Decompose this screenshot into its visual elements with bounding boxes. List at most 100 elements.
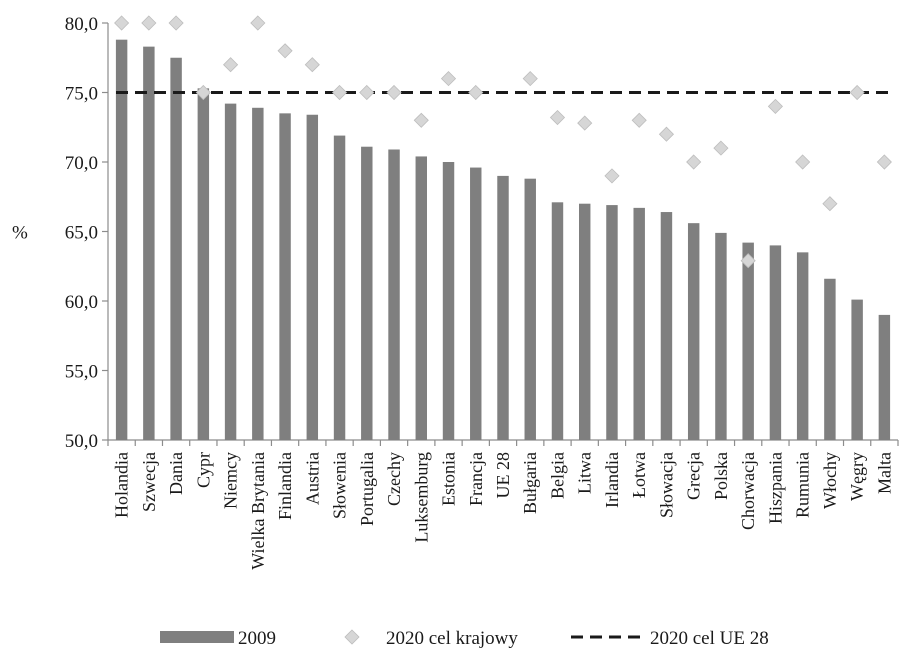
target-marker — [304, 57, 320, 73]
bar — [524, 178, 536, 440]
y-tick-label: 80,0 — [65, 14, 98, 35]
target-marker — [277, 43, 293, 59]
legend-swatch-target — [344, 629, 360, 645]
x-tick-label: Finlandia — [275, 452, 295, 520]
y-tick-label: 50,0 — [65, 431, 98, 452]
target-marker — [114, 15, 130, 31]
bar — [361, 146, 373, 440]
x-tick-label: Irlandia — [602, 452, 622, 508]
bar — [197, 88, 210, 440]
target-marker — [604, 168, 620, 184]
target-marker — [359, 84, 375, 101]
bar — [170, 57, 182, 440]
target-marker — [849, 84, 865, 101]
bar — [633, 207, 645, 440]
x-tick-label: Rumunia — [793, 452, 813, 518]
x-tick-label: Czechy — [384, 452, 404, 506]
bar — [252, 107, 264, 440]
target-marker — [195, 84, 211, 101]
target-marker — [331, 84, 348, 101]
x-tick-label: Holandia — [112, 452, 132, 518]
target-marker — [767, 98, 783, 114]
y-tick-label: 75,0 — [65, 84, 98, 105]
x-tick-label: Belgia — [547, 452, 567, 499]
legend-label: 2009 — [238, 628, 276, 649]
x-tick-label: Portugalia — [357, 452, 377, 526]
x-tick-label: Austria — [302, 452, 322, 505]
target-marker — [250, 15, 266, 31]
target-marker — [440, 71, 457, 87]
bar — [388, 149, 400, 441]
marker-series — [114, 15, 892, 269]
x-tick-label: Polska — [711, 452, 731, 500]
bar — [824, 278, 836, 440]
y-axis-unit-label: % — [12, 223, 28, 244]
x-tick-label: Węgry — [847, 452, 867, 501]
legend-label: 2020 cel krajowy — [386, 628, 518, 649]
x-tick-label: Estonia — [439, 452, 459, 506]
bar — [715, 232, 727, 440]
x-tick-label: Grecja — [684, 452, 704, 500]
x-tick-label: Włochy — [820, 452, 840, 509]
target-marker — [386, 84, 402, 101]
bar — [306, 114, 319, 441]
target-marker — [468, 84, 484, 101]
x-tick-label: Cypr — [193, 452, 213, 488]
x-tick-label: Luksemburg — [411, 452, 431, 543]
x-tick-label: Słowenia — [330, 452, 350, 519]
legend-label: 2020 cel UE 28 — [650, 628, 769, 649]
axes — [102, 22, 899, 446]
target-marker — [795, 154, 811, 170]
target-marker — [223, 57, 239, 73]
bar — [115, 39, 128, 441]
legend: 2009 2020 cel krajowy 2020 cel UE 28 — [160, 628, 769, 649]
x-tick-label: Szwecja — [139, 452, 159, 512]
bar — [279, 113, 291, 440]
bar — [687, 223, 700, 440]
bar — [470, 167, 482, 440]
bar — [769, 245, 782, 440]
bar — [606, 205, 618, 440]
x-tick-label: Dania — [166, 452, 186, 495]
target-marker — [413, 112, 429, 128]
bar — [143, 46, 155, 440]
x-tick-labels: Holandia Szwecja Dania Cypr Niemcy Wielka Bry… — [112, 452, 895, 570]
x-tick-label: Francja — [466, 452, 486, 506]
target-marker — [631, 112, 647, 128]
x-tick-label: Chorwacja — [738, 452, 758, 530]
bar — [796, 252, 809, 440]
y-tick-label: 70,0 — [65, 153, 98, 174]
x-tick-label: Słowacja — [656, 452, 676, 518]
x-tick-label: Malta — [874, 452, 894, 494]
x-tick-label: Hiszpania — [765, 452, 785, 524]
x-tick-label: Łotwa — [629, 452, 649, 498]
bar — [742, 242, 754, 440]
bar — [497, 175, 509, 440]
x-tick-label: Litwa — [575, 452, 595, 494]
legend-swatch-2009 — [160, 631, 234, 643]
target-marker — [141, 15, 157, 31]
target-marker — [522, 71, 538, 87]
bar — [224, 103, 237, 441]
x-tick-label: UE 28 — [493, 452, 513, 499]
x-tick-label: Niemcy — [221, 452, 241, 509]
bar — [415, 156, 427, 440]
target-marker — [822, 196, 838, 212]
x-tick-label: Bułgaria — [520, 452, 540, 514]
bar — [442, 162, 455, 440]
target-marker — [686, 154, 702, 170]
bar — [579, 203, 591, 440]
x-tick-label: Wielka Brytania — [248, 452, 268, 570]
y-tick-label: 55,0 — [65, 362, 98, 383]
bar-series — [115, 39, 891, 441]
target-marker — [713, 140, 729, 156]
bar — [551, 202, 564, 440]
y-tick-labels: 50,0 55,0 60,0 65,0 70,0 75,0 80,0% — [12, 14, 98, 452]
bar — [851, 299, 863, 440]
target-marker — [658, 126, 675, 142]
bar — [333, 135, 346, 440]
bar — [878, 314, 891, 440]
target-marker — [577, 115, 593, 131]
